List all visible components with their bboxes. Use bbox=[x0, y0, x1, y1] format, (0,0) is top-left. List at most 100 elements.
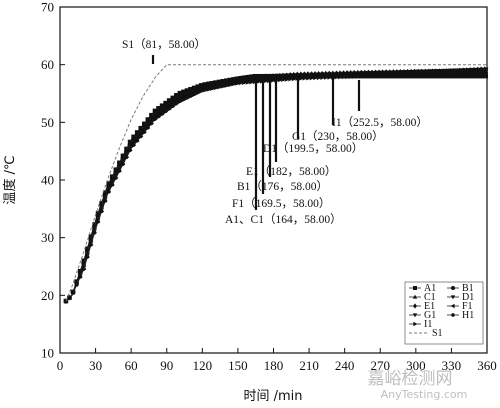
data-point-I1 bbox=[146, 125, 151, 131]
data-point-I1 bbox=[263, 78, 268, 84]
annotation-label: S1（81，58.00） bbox=[122, 38, 206, 51]
data-point-E1 bbox=[113, 170, 118, 177]
y-tick-label: 60 bbox=[41, 57, 54, 72]
data-point-I1 bbox=[338, 74, 343, 80]
data-point-I1 bbox=[398, 71, 404, 77]
data-point-A1 bbox=[458, 74, 464, 79]
data-point-I1 bbox=[441, 68, 446, 74]
data-point-I1 bbox=[135, 138, 140, 144]
y-tick-label: 40 bbox=[41, 173, 54, 188]
data-point-I1 bbox=[476, 66, 482, 72]
data-point-F1 bbox=[127, 141, 132, 147]
x-tick-label: 90 bbox=[160, 358, 173, 373]
data-point-I1 bbox=[430, 69, 436, 75]
watermark: 嘉峪检测网 AnyTesting.com bbox=[368, 369, 468, 401]
data-point-I1 bbox=[455, 67, 460, 73]
data-point-A1 bbox=[412, 74, 417, 79]
data-point-I1 bbox=[81, 266, 87, 272]
legend-label: C1 bbox=[424, 292, 436, 303]
legend-marker-G1 bbox=[412, 313, 418, 318]
data-point-I1 bbox=[359, 73, 364, 79]
data-point-I1 bbox=[188, 93, 194, 99]
legend-label: E1 bbox=[424, 301, 435, 312]
data-point-F1 bbox=[180, 91, 186, 97]
legend-item-E1: E1 bbox=[409, 301, 435, 312]
data-point-F1 bbox=[116, 162, 122, 168]
annotation-label: E1（182，58.00） bbox=[246, 165, 336, 178]
data-point-I1 bbox=[238, 80, 243, 86]
x-tick-label: 0 bbox=[57, 358, 64, 373]
x-axis-title: 时间 /min bbox=[243, 389, 302, 404]
data-point-I1 bbox=[99, 209, 105, 215]
data-point-I1 bbox=[174, 101, 179, 107]
series-line-S1 bbox=[65, 64, 487, 302]
annotation-label: D1（199.5，58.00） bbox=[263, 142, 363, 155]
data-point-A1 bbox=[405, 74, 410, 79]
data-point-I1 bbox=[327, 74, 332, 80]
data-point-I1 bbox=[452, 68, 457, 74]
data-point-I1 bbox=[459, 67, 464, 73]
data-point-I1 bbox=[224, 83, 229, 89]
data-point-F1 bbox=[262, 73, 267, 79]
data-point-F1 bbox=[166, 100, 171, 106]
data-point-A1 bbox=[465, 74, 471, 79]
x-tick-label: 240 bbox=[335, 358, 355, 373]
data-point-I1 bbox=[206, 86, 211, 92]
data-point-A1 bbox=[426, 74, 432, 79]
legend-item-S1: S1 bbox=[409, 328, 443, 339]
data-point-I1 bbox=[249, 79, 254, 85]
data-point-I1 bbox=[153, 117, 158, 122]
legend-label: D1 bbox=[462, 292, 474, 303]
annotation: S1（81，58.00） bbox=[122, 38, 206, 64]
data-point-I1 bbox=[444, 68, 450, 74]
data-point-I1 bbox=[384, 72, 389, 77]
y-tick-label: 20 bbox=[41, 288, 54, 303]
data-point-I1 bbox=[370, 73, 375, 78]
data-point-F1 bbox=[159, 105, 164, 111]
data-point-I1 bbox=[71, 290, 76, 296]
data-point-A1 bbox=[430, 74, 435, 79]
data-point-E1 bbox=[120, 156, 126, 163]
data-point-A1 bbox=[480, 74, 485, 79]
legend-marker-E1 bbox=[413, 303, 417, 309]
data-point-F1 bbox=[105, 183, 111, 189]
y-tick-label: 30 bbox=[41, 230, 54, 245]
data-point-I1 bbox=[313, 75, 318, 81]
data-point-I1 bbox=[480, 66, 485, 72]
x-tick-label: 300 bbox=[406, 358, 426, 373]
data-point-F1 bbox=[244, 75, 250, 81]
data-point-I1 bbox=[227, 82, 233, 88]
data-point-A1 bbox=[401, 74, 407, 79]
data-point-F1 bbox=[155, 108, 161, 113]
data-point-I1 bbox=[96, 219, 101, 225]
data-point-I1 bbox=[270, 78, 275, 83]
legend-label: S1 bbox=[432, 328, 443, 339]
annotation: D1（199.5，58.00） bbox=[263, 74, 363, 155]
annotation: I1（252.5，58.00） bbox=[332, 80, 428, 129]
data-point-I1 bbox=[323, 75, 329, 80]
data-point-I1 bbox=[288, 76, 293, 82]
legend-marker-C1 bbox=[412, 294, 418, 299]
legend-box bbox=[404, 281, 484, 345]
data-point-F1 bbox=[123, 148, 129, 154]
data-point-I1 bbox=[309, 75, 315, 81]
data-point-I1 bbox=[466, 67, 471, 73]
data-point-I1 bbox=[284, 76, 290, 82]
data-point-I1 bbox=[121, 162, 126, 167]
x-tick-label: 120 bbox=[193, 358, 213, 373]
data-point-I1 bbox=[387, 71, 393, 77]
data-point-I1 bbox=[231, 81, 236, 87]
data-point-I1 bbox=[217, 84, 222, 90]
data-point-I1 bbox=[345, 74, 350, 80]
legend-item-D1: D1 bbox=[447, 292, 474, 303]
x-tick-label: 360 bbox=[477, 358, 497, 373]
series-S1 bbox=[65, 64, 487, 302]
data-point-I1 bbox=[234, 80, 240, 86]
legend-marker-I1 bbox=[413, 321, 418, 327]
data-point-F1 bbox=[187, 88, 193, 94]
annotation: G1（230，58.00） bbox=[292, 76, 384, 143]
data-point-I1 bbox=[391, 71, 396, 77]
data-point-I1 bbox=[420, 69, 425, 75]
data-point-A1 bbox=[472, 74, 478, 79]
